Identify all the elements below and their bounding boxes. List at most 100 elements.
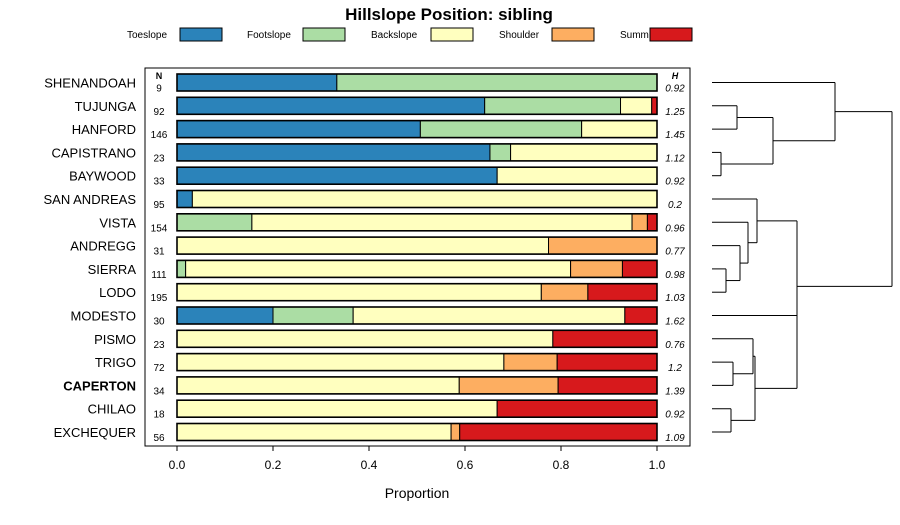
n-value-tujunga: 92 <box>153 107 165 118</box>
bar-segment-lodo-backslope <box>176 283 542 302</box>
row-label-caperton: CAPERTON <box>63 378 136 393</box>
bar-segment-pismo-backslope <box>176 329 554 348</box>
row-label-sierra: SIERRA <box>88 262 137 277</box>
n-value-pismo: 23 <box>153 340 165 351</box>
n-value-vista: 154 <box>151 223 168 234</box>
bar-segment-vista-backslope <box>251 213 633 232</box>
bar-outline-tujunga <box>176 96 658 116</box>
bar-outline-pismo <box>176 329 658 349</box>
row-label-shenandoah: SHENANDOAH <box>44 76 136 91</box>
n-value-baywood: 33 <box>153 177 165 188</box>
bar-outline-shenandoah <box>176 73 658 92</box>
n-value-trigo: 72 <box>153 363 165 374</box>
bar-segment-sierra-shoulder <box>570 259 623 278</box>
bar-segment-vista-shoulder <box>631 213 648 232</box>
n-value-hanford: 146 <box>151 130 168 141</box>
legend-label-footslope: Footslope <box>247 30 291 41</box>
row-label-andregg: ANDREGG <box>70 239 136 254</box>
bar-segment-shenandoah-toeslope <box>176 73 338 92</box>
bar-segment-sierra-backslope <box>185 259 572 278</box>
bar-outline-san-andreas <box>176 189 658 209</box>
bar-segment-tujunga-toeslope <box>176 96 486 115</box>
bar-segment-sierra-summit <box>621 259 658 278</box>
bar-segment-baywood-backslope <box>496 166 658 185</box>
bar-segment-san-andreas-backslope <box>191 190 658 208</box>
bar-segment-capistrano-toeslope <box>176 143 491 162</box>
row-label-hanford: HANFORD <box>72 122 136 137</box>
legend-swatch-summit <box>649 27 693 42</box>
h-value-andregg: 0.77 <box>665 247 685 258</box>
bar-segment-trigo-summit <box>556 353 658 372</box>
h-value-sierra: 0.98 <box>665 270 685 281</box>
row-label-san-andreas: SAN ANDREAS <box>44 192 137 207</box>
legend-swatch-shoulder <box>551 27 595 42</box>
bar-segment-shenandoah-footslope <box>336 73 658 92</box>
legend-swatch-footslope <box>302 27 346 42</box>
legend-label-shoulder: Shoulder <box>499 30 540 41</box>
bar-outline-lodo <box>176 282 658 302</box>
h-value-vista: 0.96 <box>665 223 685 234</box>
row-label-vista: VISTA <box>99 215 136 230</box>
bar-outline-hanford <box>176 119 658 139</box>
n-value-modesto: 30 <box>153 317 165 328</box>
h-value-pismo: 0.76 <box>665 340 685 351</box>
legend-label-summit: Summit <box>620 30 654 41</box>
legend: Toeslope Footslope Backslope Shoulder Summit <box>127 27 693 42</box>
n-value-sierra: 111 <box>151 270 167 281</box>
bar-segment-lodo-summit <box>587 283 658 302</box>
bar-outline-chilao <box>176 399 658 419</box>
bar-segment-andregg-shoulder <box>548 236 658 255</box>
h-value-exchequer: 1.09 <box>665 433 685 444</box>
h-value-modesto: 1.62 <box>665 317 685 328</box>
h-header: H <box>672 71 679 81</box>
bar-outline-andregg <box>176 236 658 255</box>
bar-outline-caperton <box>176 376 658 395</box>
bar-segment-chilao-summit <box>496 399 658 418</box>
h-value-caperton: 1.39 <box>665 386 685 397</box>
n-value-andregg: 31 <box>153 247 165 258</box>
row-label-lodo: LODO <box>99 285 136 300</box>
row-label-modesto: MODESTO <box>71 309 137 324</box>
bar-segment-chilao-backslope <box>176 399 498 418</box>
bar-segment-vista-footslope <box>176 213 253 232</box>
x-axis-label: Proportion <box>385 485 450 501</box>
bar-outline-trigo <box>176 352 658 372</box>
bar-segment-vista-summit <box>646 213 658 232</box>
n-value-caperton: 34 <box>153 386 165 397</box>
bar-segment-hanford-toeslope <box>176 120 421 139</box>
bar-segment-capistrano-backslope <box>510 143 658 162</box>
bar-segment-caperton-summit <box>557 376 658 395</box>
bar-segment-trigo-shoulder <box>503 353 558 372</box>
bar-segment-modesto-backslope <box>352 306 626 325</box>
h-value-san-andreas: 0.2 <box>668 200 682 211</box>
x-tick-label: 0.2 <box>265 458 282 472</box>
bar-segment-modesto-toeslope <box>176 306 274 325</box>
bar-segment-lodo-shoulder <box>540 283 589 302</box>
bar-outline-sierra <box>176 259 658 279</box>
row-label-baywood: BAYWOOD <box>69 169 136 184</box>
bar-segment-caperton-backslope <box>176 376 460 395</box>
legend-label-toeslope: Toeslope <box>127 30 167 41</box>
plot-panel: N H SHENANDOAH 9 0.92 TUJUNGA 92 1.25 HANFORD 146… <box>44 67 691 472</box>
n-value-chilao: 18 <box>153 410 165 421</box>
x-tick-label: 1.0 <box>649 458 666 472</box>
x-tick-label: 0.6 <box>457 458 474 472</box>
h-value-baywood: 0.92 <box>665 177 685 188</box>
bar-outline-capistrano <box>176 143 658 162</box>
h-value-hanford: 1.45 <box>665 130 685 141</box>
legend-swatch-backslope <box>430 27 474 42</box>
h-value-lodo: 1.03 <box>665 293 685 304</box>
bar-segment-exchequer-shoulder <box>450 423 461 441</box>
bar-segment-sierra-footslope <box>176 259 187 278</box>
bar-segment-pismo-summit <box>552 329 658 348</box>
panel-frame <box>144 67 691 447</box>
legend-label-backslope: Backslope <box>371 30 418 41</box>
bar-outline-modesto <box>176 306 658 325</box>
row-label-capistrano: CAPISTRANO <box>51 145 136 160</box>
h-value-shenandoah: 0.92 <box>665 84 685 95</box>
bar-outline-exchequer <box>176 422 658 442</box>
h-value-capistrano: 1.12 <box>665 153 685 164</box>
legend-swatch-toeslope <box>179 27 223 42</box>
